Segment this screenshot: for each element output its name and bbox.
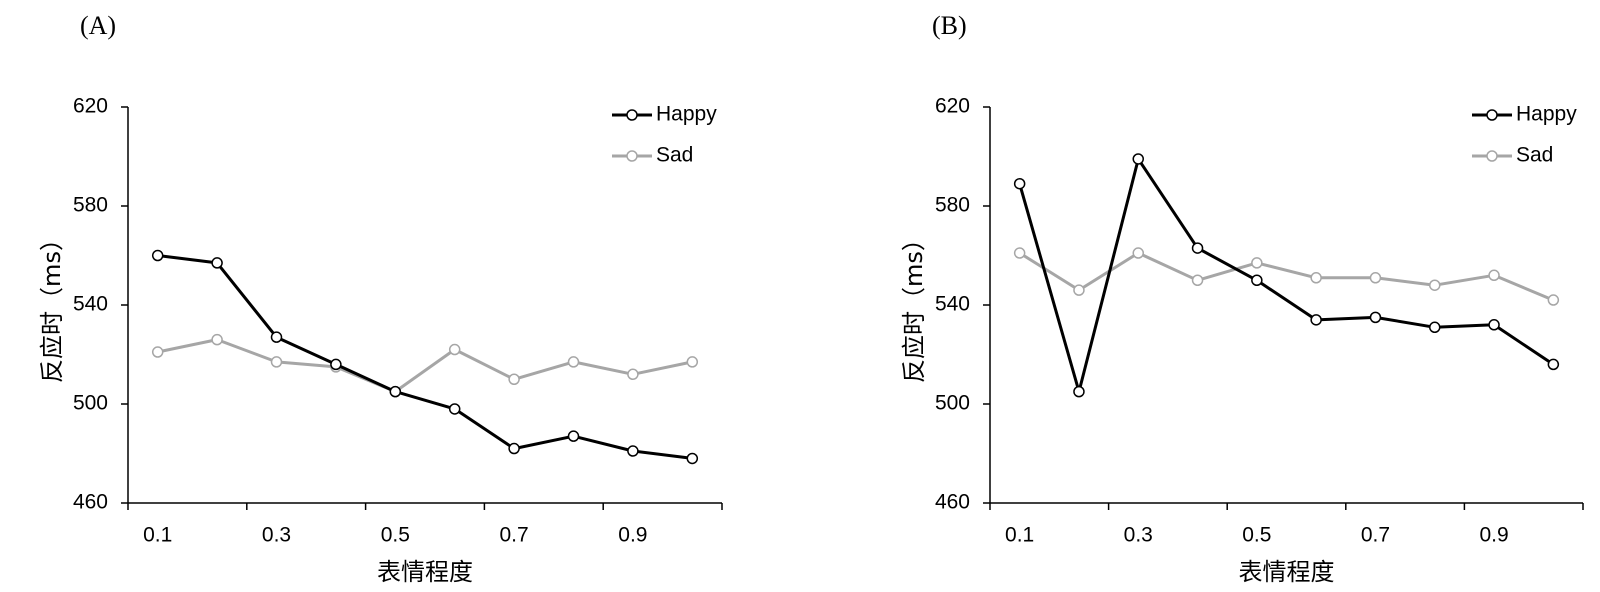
legend-entry-sad: Sad [1472,144,1553,167]
data-point [1547,358,1560,371]
y-tick-label: 540 [73,293,108,316]
y-tick-label: 500 [935,392,970,415]
series-happy [1013,153,1560,398]
y-tick-label: 540 [935,293,970,316]
data-point [151,249,164,262]
legend-label: Sad [1516,144,1553,167]
series-line-happy [1018,157,1555,394]
data-point [1073,284,1085,296]
legend-swatch-marker [626,109,638,121]
data-point [627,445,639,457]
data-point [1429,321,1441,334]
y-axis-title: 反应时（ms） [900,227,928,383]
data-point [1132,153,1144,165]
data-point [448,343,461,356]
data-point [1310,272,1322,284]
legend-swatch-marker [1486,109,1498,121]
data-point [1013,177,1026,190]
y-tick-label: 620 [935,95,970,118]
data-point [151,346,164,358]
x-tick-label: 0.1 [1005,524,1034,547]
series-line-sad [157,338,693,394]
x-tick-label: 0.7 [499,524,528,547]
x-axis-title: 表情程度 [377,558,473,586]
legend-entry-sad: Sad [612,144,693,167]
data-point [1547,294,1560,306]
y-tick-label: 580 [935,194,970,217]
data-point [211,257,223,269]
legend-entry-happy: Happy [612,103,717,126]
data-point [1073,385,1085,398]
legend-entry-happy: Happy [1472,103,1577,126]
series-line-happy [157,254,693,460]
x-tick-label: 0.9 [1479,524,1508,547]
series-happy [151,249,699,465]
data-point [1132,247,1144,259]
x-tick-label: 0.5 [381,524,410,547]
series-sad [1013,247,1560,306]
panel-label: (B) [932,11,967,40]
data-point [1429,279,1441,291]
legend-label: Happy [656,103,717,126]
y-tick-label: 500 [73,392,108,415]
legend-swatch-marker [626,150,638,162]
y-tick-label: 580 [73,194,108,217]
data-point [1488,319,1500,331]
data-point [508,442,520,455]
data-point [567,356,580,368]
x-tick-label: 0.5 [1242,524,1271,547]
x-axis-title: 表情程度 [1239,558,1335,586]
x-tick-label: 0.7 [1361,524,1390,547]
data-point [448,403,461,415]
series-sad [151,333,699,398]
series-line-sad [1018,251,1554,302]
x-tick-label: 0.3 [262,524,291,547]
data-point [1369,311,1382,324]
data-point [1369,272,1382,284]
x-tick-label: 0.3 [1124,524,1153,547]
legend-swatch-marker [1486,150,1498,162]
panel-label: (A) [80,11,116,40]
data-point [1191,242,1204,254]
data-point [1013,247,1026,259]
data-point [330,358,342,371]
data-point [686,452,699,465]
data-point [1191,274,1204,286]
data-point [270,356,283,368]
chart-panel-a: (A) 460 500 540 580 620 0.1 0.3 0.5 0.7 0.9 表情程度 反应时… [38,11,723,586]
data-point [270,331,283,343]
data-point [627,368,639,381]
x-tick-label: 0.9 [618,524,647,547]
data-point [508,373,520,385]
data-point [1310,314,1322,326]
data-point [1488,269,1500,282]
data-point [1251,274,1263,286]
y-tick-label: 460 [935,491,970,514]
data-point [567,430,580,442]
chart-panel-b: (B) 460 500 540 580 620 0.1 0.3 0.5 0.7 0.9 表情程度 反应时… [900,11,1584,586]
y-axis-title: 反应时（ms） [38,227,66,383]
data-point [389,385,402,398]
y-tick-label: 620 [73,95,108,118]
data-point [1251,257,1263,269]
legend-label: Sad [656,144,693,167]
data-point [211,333,223,346]
legend-label: Happy [1516,103,1577,126]
data-point [686,356,699,368]
x-tick-label: 0.1 [143,524,172,547]
y-tick-label: 460 [73,491,108,514]
